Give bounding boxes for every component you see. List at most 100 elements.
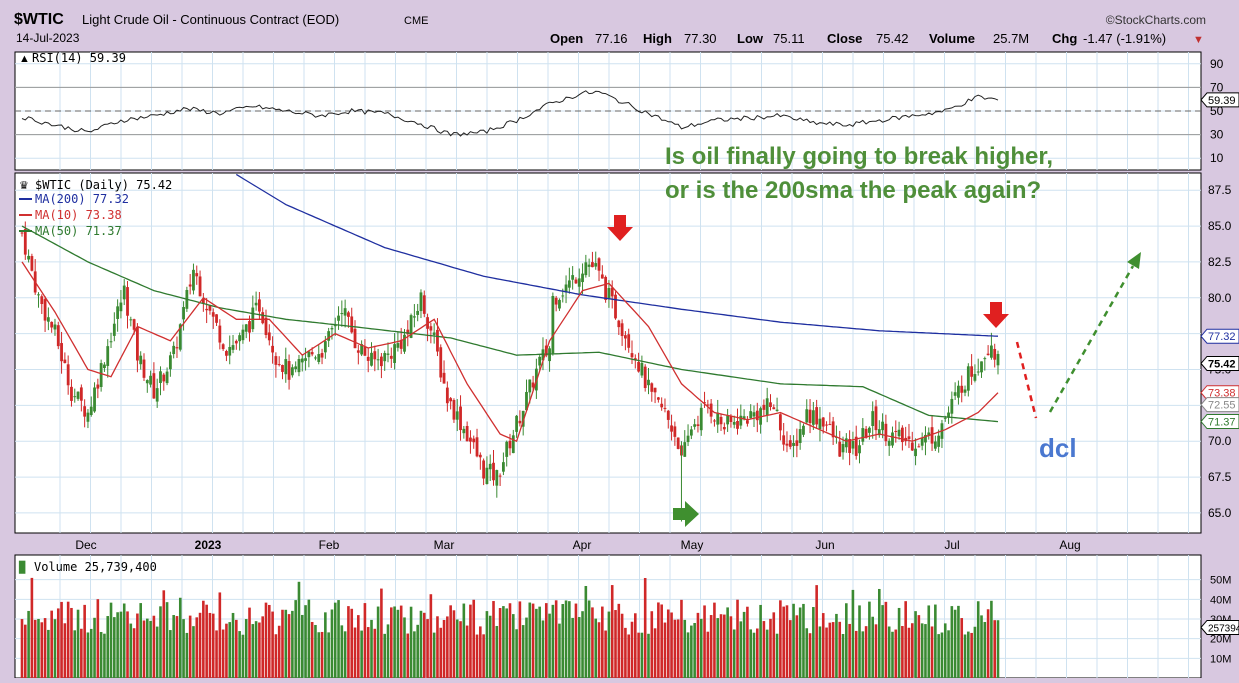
candle-body [637,361,640,372]
candle-body [719,416,723,425]
volume-bar [86,632,90,678]
volume-bar [554,600,558,678]
candles [20,221,1000,522]
volume-bar [66,601,70,678]
price-tag [1200,397,1239,413]
candle-body [498,475,502,477]
candle-body [386,353,390,355]
candle-body [818,418,822,430]
candle-body [76,391,80,399]
candle-body [96,384,100,389]
volume-bar [515,629,518,678]
candle-body [142,359,146,378]
candle-body [462,428,466,434]
volume-bar [990,600,993,678]
volume-bar [934,604,937,678]
volume-bar [40,622,44,678]
legend-entry: MA(200) 77.32 [35,192,129,206]
x-tick-label: Apr [573,538,592,552]
candle-body [907,436,911,440]
volume-bar [643,578,647,678]
price-tag-text: 75.42 [1208,358,1236,370]
candle-body [254,302,258,306]
rsi-tick-label: 70 [1210,80,1224,94]
candle-body [650,383,654,392]
candle-body [663,407,667,409]
candle-body [986,353,990,356]
candle-body [396,343,400,348]
candle-body [274,356,278,365]
candle-body [515,415,518,432]
candle-body [46,317,50,322]
volume-bar [83,604,86,678]
candle-body [56,325,60,347]
open-label: Open [550,31,583,46]
candle-body [844,438,848,448]
annotation-markers [607,215,1141,527]
volume-bar [868,601,871,678]
candle-body [422,295,426,314]
candle-body [861,428,865,442]
volume-bar [30,577,34,678]
candle-body [624,335,627,339]
candle-body [561,295,565,297]
volume-bar [218,592,222,678]
candle-body [436,329,439,352]
candle-body [389,355,393,359]
candle-body [264,317,268,335]
candle-body [53,324,57,330]
candle-body [910,442,914,451]
volume-bar [525,617,528,678]
candle-body [442,372,446,384]
candle-body [957,385,960,398]
volume-bar [113,617,116,678]
volume-bar [429,594,433,678]
candle-body [525,391,528,411]
candle-body [891,432,894,446]
volume-bar [357,615,360,678]
volume-bar [812,607,815,678]
volume-bar [291,610,294,678]
volume-bar [831,622,835,678]
candle-body [350,316,354,333]
volume-bar [716,618,720,678]
volume-bar [122,603,126,678]
volume-bar [607,611,611,678]
candle-body [831,421,835,438]
candle-body [485,467,489,484]
candle-body [376,359,380,361]
candle-body [617,320,621,328]
candle-body [528,379,532,393]
volume-bar [561,604,565,678]
volume-bar [188,615,192,678]
candle-body [554,297,558,305]
volume-bar [261,616,265,678]
volume-bar [920,623,924,678]
volume-bar [825,627,828,678]
volume-bar [670,612,673,678]
volume-bar [455,619,459,678]
volume-bar [155,626,159,678]
candle-body [399,339,403,349]
volume-bar [449,605,452,678]
volume-bar [406,633,410,678]
candle-body [788,440,792,447]
volume-bar [162,590,166,678]
volume-bar [248,607,251,678]
volume-bar [650,611,654,678]
candle-body [495,470,499,486]
candle-body [168,355,172,370]
volume-bar [96,599,100,678]
volume-bar [235,619,238,678]
volume-bar [640,632,644,678]
price-tag [1200,355,1239,371]
candle-body [785,443,789,446]
candle-body [109,341,113,343]
candle-body [327,331,331,341]
candle-body [917,446,921,448]
volume-bar [145,618,149,678]
candle-body [933,441,937,449]
volume-bar [673,619,677,678]
candle-body [620,323,624,337]
volume-bar [940,632,944,678]
